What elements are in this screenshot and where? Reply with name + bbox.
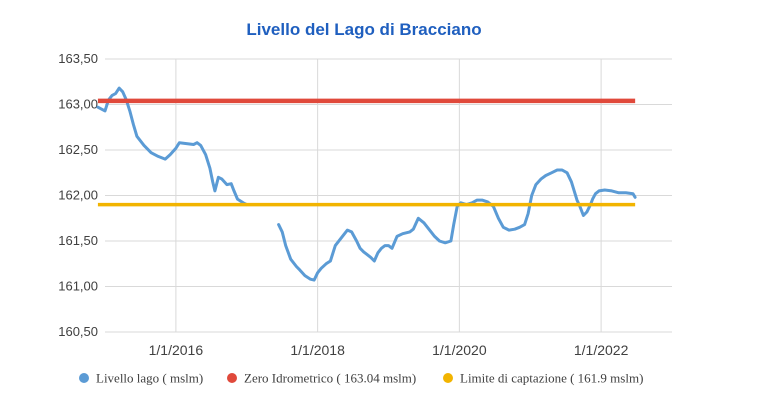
legend: Livello lago ( mslm) Zero Idrometrico ( 1… — [79, 371, 643, 386]
legend-label: Livello lago ( mslm) — [96, 371, 203, 386]
y-tick-label: 163,50 — [58, 51, 98, 66]
legend-label: Zero Idrometrico ( 163.04 mslm) — [244, 371, 416, 386]
legend-marker — [227, 373, 237, 383]
y-axis-ticks: 160,50 161,00 161,50 162,00 162,50 163,00 163,… — [58, 51, 98, 339]
grid — [105, 58, 672, 333]
y-tick-label: 162,00 — [58, 188, 98, 203]
y-tick-label: 160,50 — [58, 324, 98, 339]
x-axis-ticks: 1/1/2016 1/1/2018 1/1/2020 1/1/2022 — [149, 342, 629, 358]
legend-marker — [443, 373, 453, 383]
legend-label: Limite di captazione ( 161.9 mslm) — [460, 371, 643, 386]
x-tick-label: 1/1/2022 — [574, 342, 629, 358]
x-tick-label: 1/1/2020 — [432, 342, 487, 358]
y-tick-label: 162,50 — [58, 142, 98, 157]
y-tick-label: 161,50 — [58, 233, 98, 248]
chart-title: Livello del Lago di Bracciano — [246, 20, 481, 39]
lake-level-line — [96, 86, 249, 207]
x-tick-label: 1/1/2018 — [290, 342, 345, 358]
y-tick-label: 163,00 — [58, 97, 98, 112]
legend-marker — [79, 373, 89, 383]
x-tick-label: 1/1/2016 — [149, 342, 204, 358]
lake-level-line — [277, 168, 637, 282]
y-tick-label: 161,00 — [58, 279, 98, 294]
series-layer — [96, 86, 637, 282]
